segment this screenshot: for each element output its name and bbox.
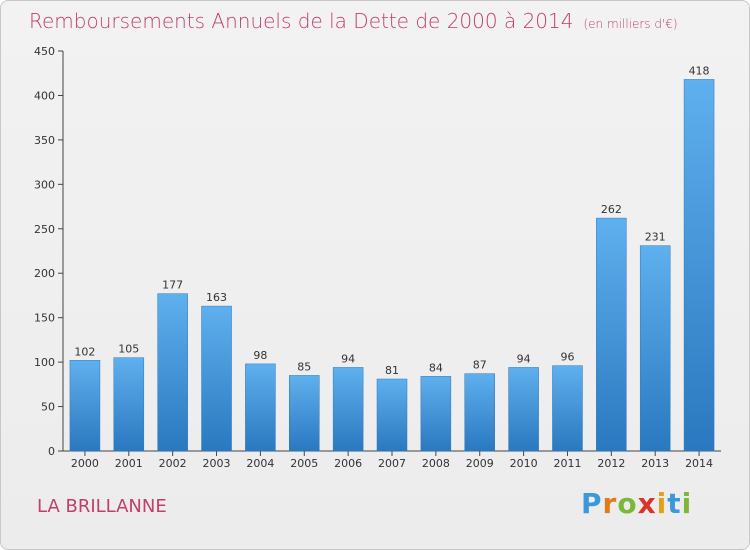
y-tick-label: 0	[48, 445, 55, 458]
y-tick-label: 200	[34, 267, 55, 280]
x-tick-label-2008: 2008	[422, 457, 450, 470]
data-label-2004: 98	[253, 349, 267, 362]
data-label-2012: 262	[601, 203, 622, 216]
bar-2004	[245, 363, 276, 452]
title-text: Remboursements Annuels de la Dette de 20…	[29, 9, 574, 33]
chart-title: Remboursements Annuels de la Dette de 20…	[29, 9, 678, 33]
x-tick-label-2010: 2010	[510, 457, 538, 470]
x-tick-label-2012: 2012	[597, 457, 625, 470]
bar-2014	[683, 79, 715, 452]
x-tick-label-2000: 2000	[71, 457, 99, 470]
logo-letter: t	[667, 487, 682, 520]
x-tick-label-2002: 2002	[159, 457, 187, 470]
bar-2010	[508, 367, 539, 452]
bar-2002	[157, 293, 188, 452]
bar-2007	[376, 378, 408, 452]
bar-2008	[420, 376, 452, 452]
bar-2000	[69, 360, 101, 452]
logo-letter: x	[637, 487, 657, 520]
x-tick-label-2003: 2003	[203, 457, 231, 470]
axes: 0 50 100 150 200 250 300 350 400 450 2000 2001 2002 2…	[34, 45, 721, 470]
logo-letter: o	[617, 487, 638, 520]
x-tick-label-2011: 2011	[553, 457, 581, 470]
bar-2011	[552, 365, 583, 452]
y-tick-label: 300	[34, 178, 55, 191]
logo-letter: P	[581, 487, 603, 520]
data-label-2003: 163	[206, 291, 227, 304]
data-labels: 102 105 177 163 98 85 94 81 84 87 94 96 262 231 418	[74, 64, 709, 377]
data-label-2000: 102	[74, 345, 95, 358]
commune-name: LA BRILLANNE	[37, 496, 167, 517]
bar-2006	[332, 367, 364, 452]
bar-2009	[464, 373, 495, 452]
y-tick-label: 50	[41, 401, 55, 414]
y-tick-label: 250	[34, 223, 55, 236]
data-label-2013: 231	[645, 231, 666, 244]
y-tick-label: 100	[34, 356, 55, 369]
data-label-2014: 418	[689, 64, 710, 77]
x-tick-label-2001: 2001	[115, 457, 143, 470]
data-label-2010: 94	[517, 352, 531, 365]
logo-letter: r	[602, 487, 618, 520]
data-label-2008: 84	[429, 361, 443, 374]
proxiti-logo[interactable]: Proxiti	[581, 487, 692, 520]
x-tick-label-2006: 2006	[334, 457, 362, 470]
data-label-2001: 105	[118, 343, 139, 356]
bars	[69, 79, 715, 452]
x-tick-label-2007: 2007	[378, 457, 406, 470]
bar-2003	[201, 305, 232, 452]
logo-letter: i	[656, 487, 668, 520]
y-tick-label: 350	[34, 134, 55, 147]
x-tick-label-2005: 2005	[290, 457, 318, 470]
data-label-2005: 85	[297, 360, 311, 373]
data-label-2002: 177	[162, 279, 183, 292]
y-tick-label: 150	[34, 312, 55, 325]
x-tick-label-2013: 2013	[641, 457, 669, 470]
logo-letter: i	[681, 487, 693, 520]
y-tick-label: 450	[34, 45, 55, 58]
bar-2013	[639, 245, 671, 452]
bar-2001	[113, 357, 145, 452]
y-tick-label: 400	[34, 89, 55, 102]
bar-2012	[596, 217, 627, 452]
data-label-2011: 96	[560, 351, 574, 364]
bar-2005	[289, 375, 320, 452]
x-tick-label-2014: 2014	[685, 457, 713, 470]
data-label-2009: 87	[473, 359, 487, 372]
x-tick-label-2004: 2004	[246, 457, 274, 470]
x-tick-label-2009: 2009	[466, 457, 494, 470]
data-label-2006: 94	[341, 352, 355, 365]
data-label-2007: 81	[385, 364, 399, 377]
chart-subtitle: (en milliers d'€)	[583, 17, 678, 31]
